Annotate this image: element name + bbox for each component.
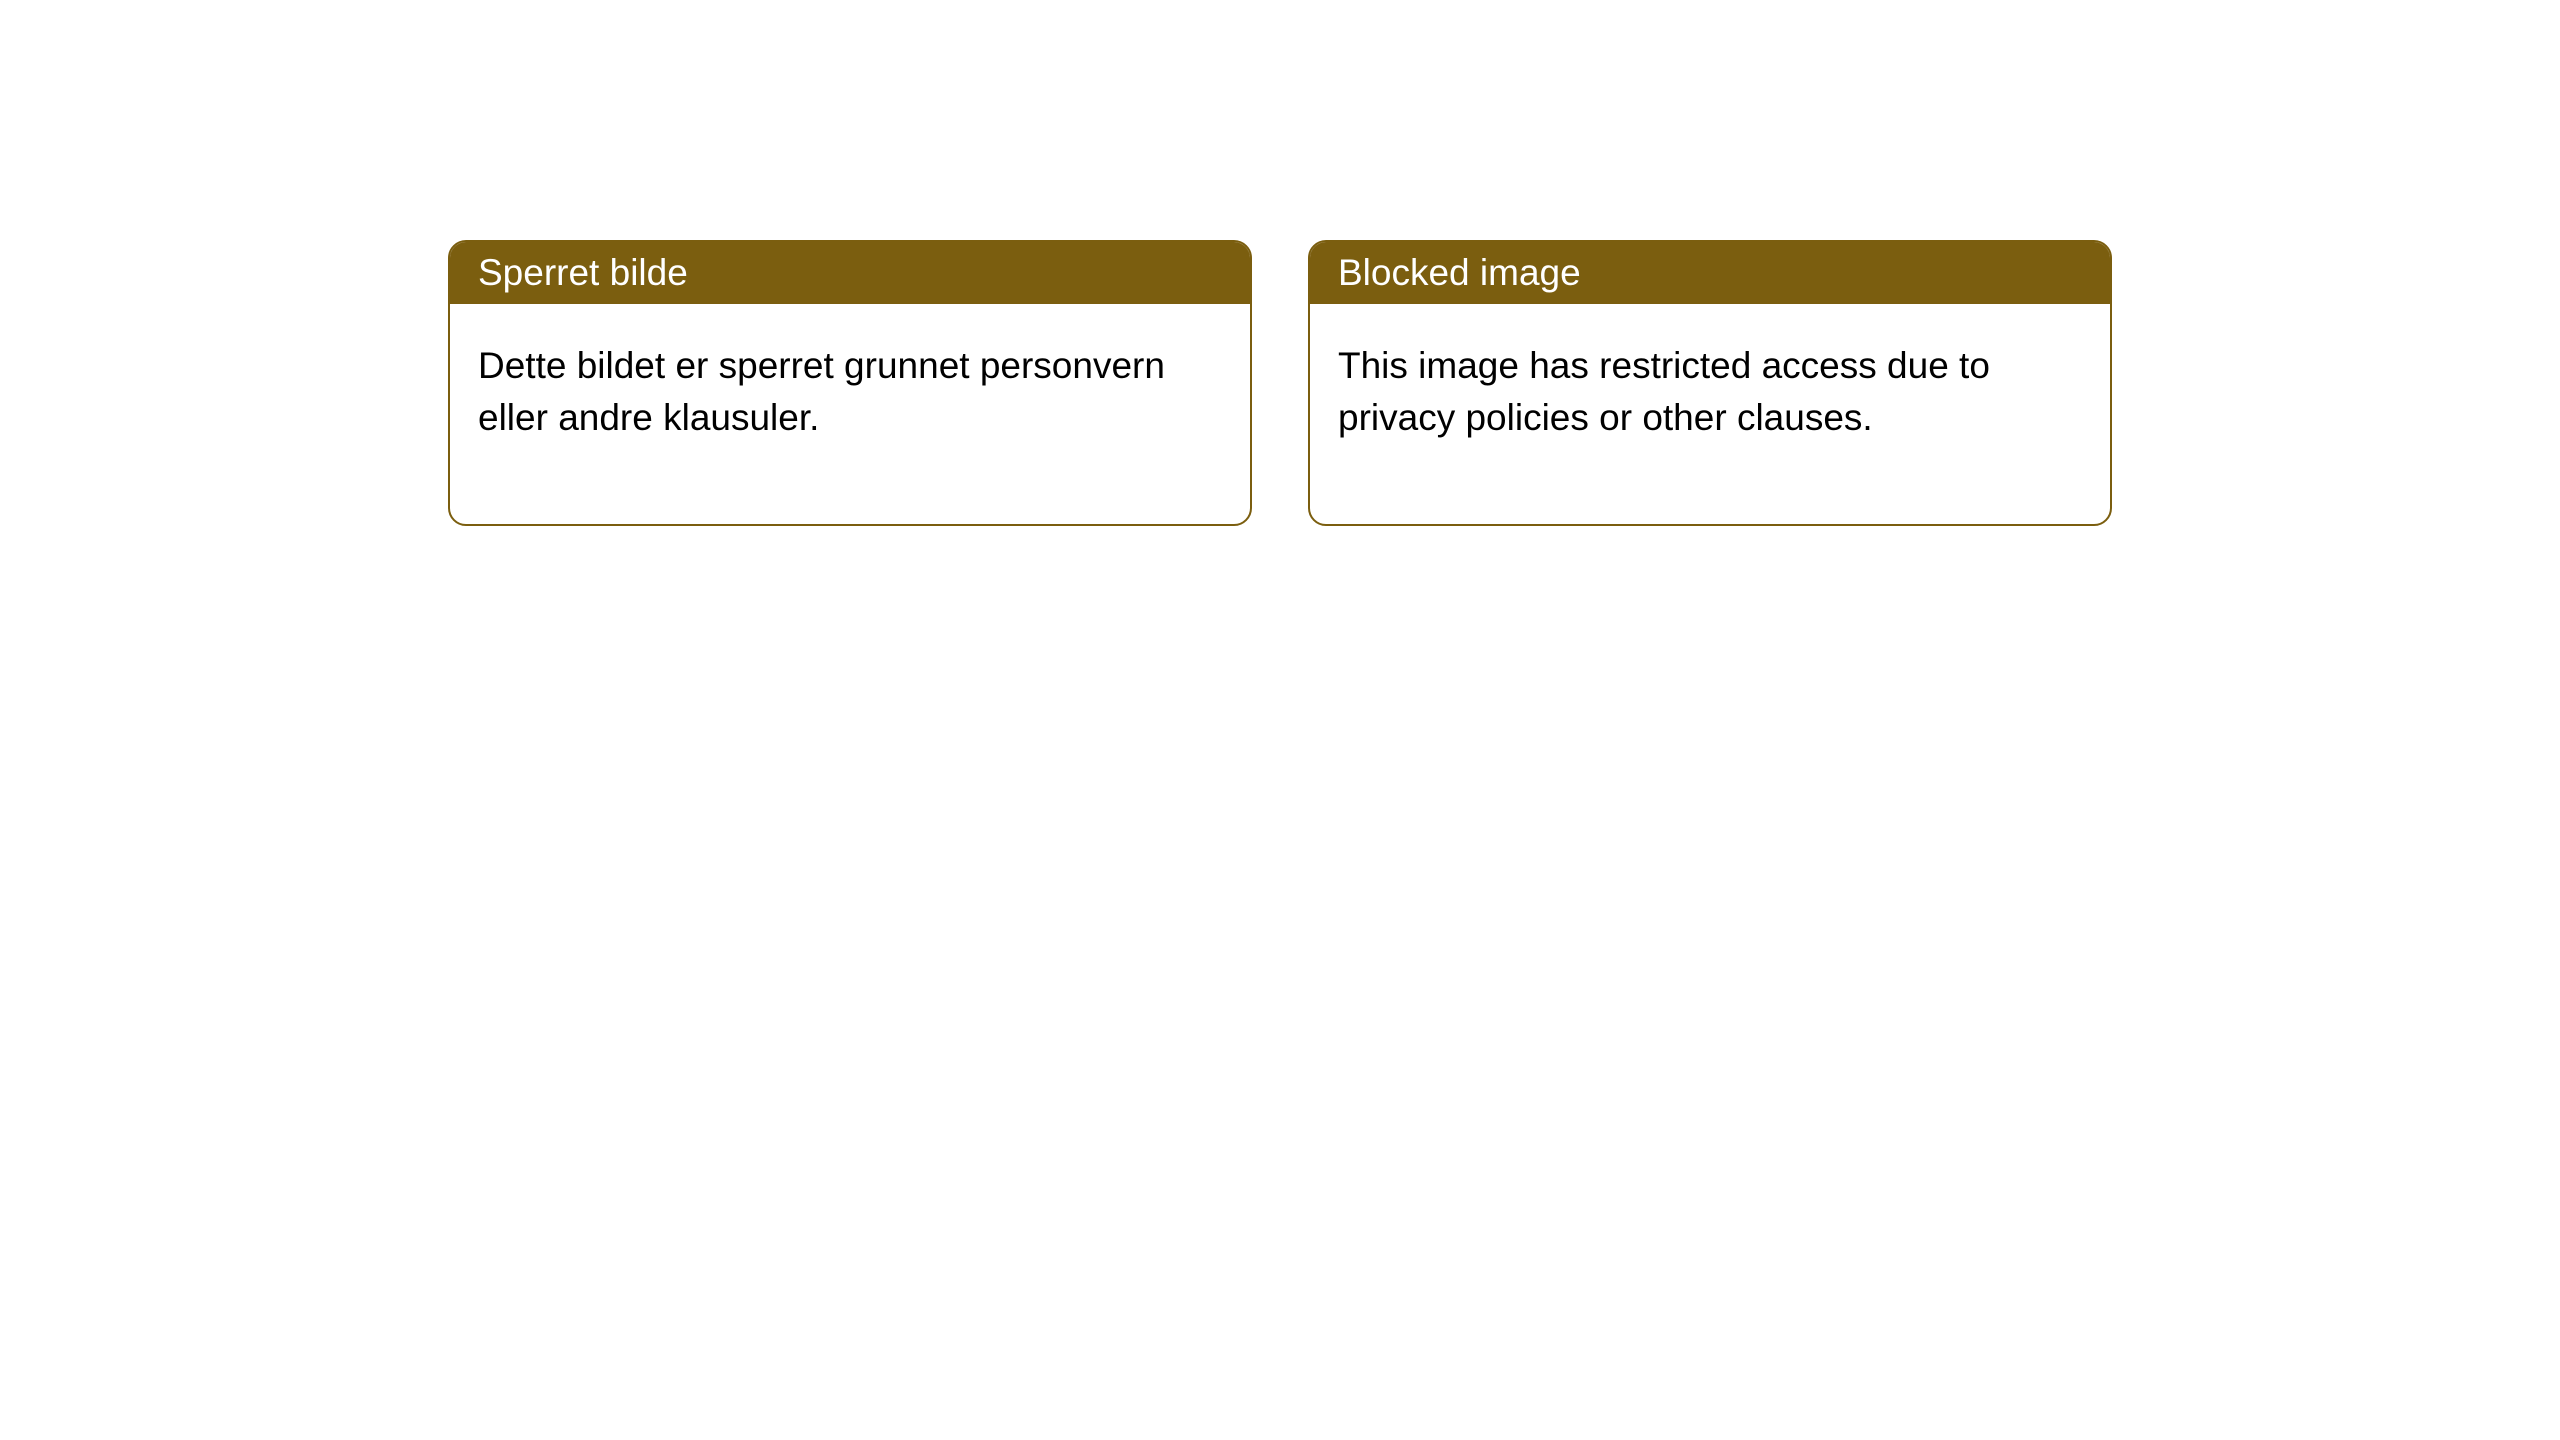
card-body: Dette bildet er sperret grunnet personve… [450,304,1250,524]
card-body: This image has restricted access due to … [1310,304,2110,524]
card-header: Sperret bilde [450,242,1250,304]
card-body-text: Dette bildet er sperret grunnet personve… [478,345,1165,438]
card-body-text: This image has restricted access due to … [1338,345,1990,438]
card-title: Blocked image [1338,252,1581,293]
notice-card-norwegian: Sperret bilde Dette bildet er sperret gr… [448,240,1252,526]
card-header: Blocked image [1310,242,2110,304]
card-title: Sperret bilde [478,252,688,293]
notice-card-english: Blocked image This image has restricted … [1308,240,2112,526]
notice-container: Sperret bilde Dette bildet er sperret gr… [0,0,2560,526]
